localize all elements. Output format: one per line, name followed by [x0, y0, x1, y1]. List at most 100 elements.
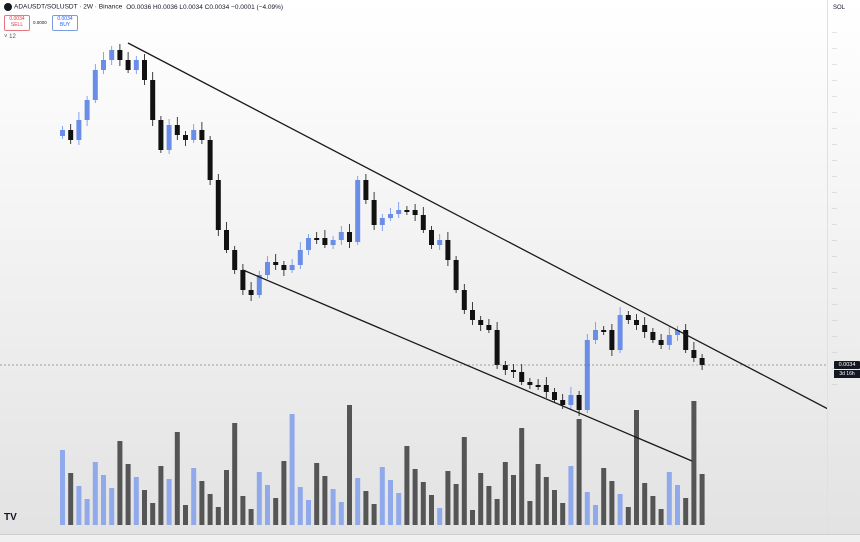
volume-bar — [273, 498, 279, 525]
candle — [568, 395, 574, 405]
volume-bar — [535, 464, 541, 525]
volume-bar — [511, 475, 516, 525]
candle — [420, 215, 426, 230]
volume-bar — [371, 504, 377, 525]
exchange-logo-icon — [4, 3, 12, 11]
candle — [183, 135, 188, 140]
candle — [322, 238, 328, 245]
volume-bar — [224, 470, 229, 525]
candle — [609, 330, 615, 350]
volume-bar — [150, 503, 156, 525]
volume-bar — [625, 507, 631, 525]
candle — [601, 330, 607, 332]
axis-tick: — — [832, 46, 837, 52]
volume-bar — [429, 495, 434, 525]
volume-bar — [658, 509, 664, 525]
axis-tick: — — [832, 142, 837, 148]
sell-price: 0.0034 — [9, 16, 25, 22]
volume-bar — [363, 491, 369, 525]
candle — [634, 320, 639, 325]
candle — [699, 358, 705, 365]
indicator-collapse-toggle[interactable]: ˅ 12 — [4, 34, 16, 40]
volume-bar — [650, 496, 656, 525]
axis-tick: — — [832, 382, 837, 388]
buy-button[interactable]: 0.0034 BUY — [52, 15, 78, 31]
candle — [535, 385, 541, 387]
candle — [470, 310, 475, 320]
lower-trendline[interactable] — [242, 269, 693, 462]
volume-bar — [420, 482, 426, 525]
axis-tick: — — [832, 254, 837, 260]
candle — [691, 350, 697, 358]
axis-tick: — — [832, 158, 837, 164]
candle — [240, 270, 246, 290]
axis-tick: — — [832, 270, 837, 276]
candle — [412, 210, 418, 215]
candle — [617, 315, 623, 350]
upper-trendline[interactable] — [127, 42, 828, 410]
candle — [84, 100, 90, 120]
volume-bar — [240, 496, 246, 525]
volume-bar — [256, 472, 262, 525]
volume-bar — [142, 490, 147, 525]
axis-tick: — — [832, 62, 837, 68]
price-axis[interactable]: SOL — — — — — — — — — — — — — — — — — — — — — — — 0.0034 3d 16… — [827, 0, 860, 534]
volume-bar — [683, 498, 689, 525]
candle — [642, 325, 648, 332]
volume-bar — [593, 505, 598, 525]
volume-bar — [486, 486, 492, 525]
volume-bar — [412, 469, 418, 525]
candle — [363, 180, 369, 200]
candle — [191, 130, 197, 140]
volume-bar — [519, 428, 525, 525]
volume-bar — [199, 481, 205, 525]
candle — [511, 370, 516, 372]
axis-unit-label: SOL — [833, 5, 846, 11]
volume-bar — [634, 410, 639, 525]
sell-button[interactable]: 0.0034 SELL — [4, 15, 30, 31]
candle — [199, 130, 205, 140]
volume-bar — [666, 472, 672, 525]
candle — [494, 330, 500, 365]
axis-tick: — — [832, 206, 837, 212]
candle — [445, 240, 451, 260]
candle — [101, 60, 106, 70]
last-price-label: 0.0034 — [834, 361, 860, 369]
candle — [133, 60, 139, 70]
volume-bar — [166, 479, 172, 525]
volume-bar — [92, 462, 98, 525]
buy-price: 0.0034 — [57, 16, 73, 22]
volume-bar — [183, 505, 188, 525]
candle — [552, 392, 557, 400]
candle — [461, 290, 467, 310]
volume-bar — [68, 473, 74, 525]
price-chart[interactable] — [0, 0, 828, 534]
candle — [248, 290, 254, 295]
candle — [166, 125, 172, 150]
candle — [232, 250, 238, 270]
volume-bar — [265, 485, 270, 525]
volume-bar — [453, 484, 459, 525]
candle — [306, 238, 311, 250]
candle — [150, 80, 156, 120]
candle — [347, 232, 352, 242]
volume-bar — [437, 508, 443, 525]
candle — [60, 130, 65, 136]
volume-bar — [314, 463, 320, 525]
candle — [371, 200, 377, 225]
volume-bar — [642, 483, 648, 525]
candle — [174, 125, 180, 135]
candle — [215, 180, 221, 230]
candle — [625, 315, 631, 320]
volume-bar — [232, 423, 238, 525]
volume-bar — [617, 494, 623, 525]
volume-bar — [543, 477, 549, 525]
volume-bar — [699, 474, 705, 525]
candle — [289, 265, 295, 270]
symbol-legend[interactable]: ADAUSDT/SOLUSDT · 2W · Binance O0.0036 H0… — [4, 3, 283, 11]
candle — [560, 400, 566, 405]
candle — [593, 330, 598, 340]
volume-bar — [568, 466, 574, 525]
candle — [478, 320, 484, 325]
axis-tick: — — [832, 190, 837, 196]
